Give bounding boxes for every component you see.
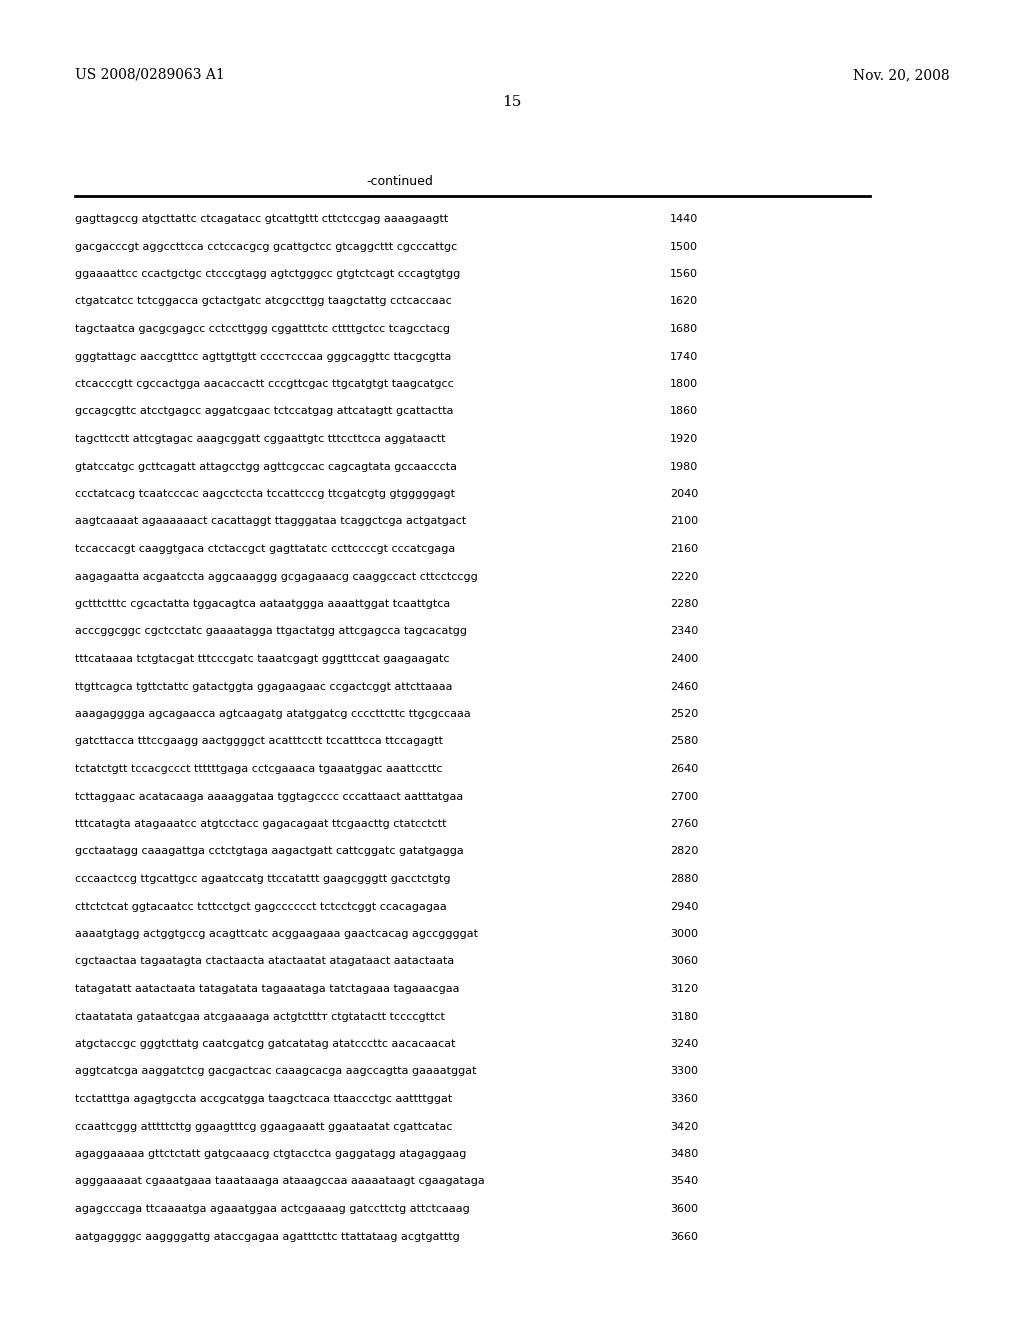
Text: -continued: -continued <box>367 176 433 187</box>
Text: 2520: 2520 <box>670 709 698 719</box>
Text: gacgacccgt aggccttcca cctccacgcg gcattgctcc gtcaggcttt cgcccattgc: gacgacccgt aggccttcca cctccacgcg gcattgc… <box>75 242 458 252</box>
Text: tcctatttga agagtgccta accgcatgga taagctcaca ttaaccctgc aattttggat: tcctatttga agagtgccta accgcatgga taagctc… <box>75 1094 453 1104</box>
Text: 3000: 3000 <box>670 929 698 939</box>
Text: 1860: 1860 <box>670 407 698 417</box>
Text: gccagcgttc atcctgagcc aggatcgaac tctccatgag attcatagtt gcattactta: gccagcgttc atcctgagcc aggatcgaac tctccat… <box>75 407 454 417</box>
Text: ccctatcacg tcaatcccac aagcctccta tccattcccg ttcgatcgtg gtgggggagt: ccctatcacg tcaatcccac aagcctccta tccattc… <box>75 488 455 499</box>
Text: Nov. 20, 2008: Nov. 20, 2008 <box>853 69 950 82</box>
Text: 3240: 3240 <box>670 1039 698 1049</box>
Text: gggtattagc aaccgtttcc agttgttgtt ccccтcccaa gggcaggttc ttacgcgtta: gggtattagc aaccgtttcc agttgttgtt ccccтcc… <box>75 351 452 362</box>
Text: 3300: 3300 <box>670 1067 698 1077</box>
Text: 3180: 3180 <box>670 1011 698 1022</box>
Text: 1680: 1680 <box>670 323 698 334</box>
Text: 2400: 2400 <box>670 653 698 664</box>
Text: gatcttacca tttccgaagg aactggggct acatttcctt tccatttcca ttccagagtt: gatcttacca tttccgaagg aactggggct acatttc… <box>75 737 443 747</box>
Text: tttcataaaa tctgtacgat tttcccgatc taaatcgagt gggtttccat gaagaagatc: tttcataaaa tctgtacgat tttcccgatc taaatcg… <box>75 653 450 664</box>
Text: 1500: 1500 <box>670 242 698 252</box>
Text: tccaccacgt caaggtgaca ctctaccgct gagttatatc ccttccccgt cccatcgaga: tccaccacgt caaggtgaca ctctaccgct gagttat… <box>75 544 456 554</box>
Text: tcttaggaac acatacaaga aaaaggataa tggtagcccc cccattaact aatttatgaa: tcttaggaac acatacaaga aaaaggataa tggtagc… <box>75 792 463 801</box>
Text: tagcttcctt attcgtagac aaagcggatt cggaattgtc tttccttcca aggataactt: tagcttcctt attcgtagac aaagcggatt cggaatt… <box>75 434 445 444</box>
Text: tttcatagta atagaaatcc atgtcctacc gagacagaat ttcgaacttg ctatcctctt: tttcatagta atagaaatcc atgtcctacc gagacag… <box>75 818 446 829</box>
Text: 1440: 1440 <box>670 214 698 224</box>
Text: ttgttcagca tgttctattc gatactggta ggagaagaac ccgactcggt attcttaaaa: ttgttcagca tgttctattc gatactggta ggagaag… <box>75 681 453 692</box>
Text: ggaaaattcc ccactgctgc ctcccgtagg agtctgggcc gtgtctcagt cccagtgtgg: ggaaaattcc ccactgctgc ctcccgtagg agtctgg… <box>75 269 460 279</box>
Text: tctatctgtt tccacgccct ttttttgaga cctcgaaaca tgaaatggac aaattccttc: tctatctgtt tccacgccct ttttttgaga cctcgaa… <box>75 764 442 774</box>
Text: gtatccatgc gcttcagatt attagcctgg agttcgccac cagcagtata gccaacccta: gtatccatgc gcttcagatt attagcctgg agttcgc… <box>75 462 457 471</box>
Text: aaaatgtagg actggtgccg acagttcatc acggaagaaa gaactcacag agccggggat: aaaatgtagg actggtgccg acagttcatc acggaag… <box>75 929 478 939</box>
Text: agaggaaaaa gttctctatt gatgcaaacg ctgtacctca gaggatagg atagaggaag: agaggaaaaa gttctctatt gatgcaaacg ctgtacc… <box>75 1148 466 1159</box>
Text: 2280: 2280 <box>670 599 698 609</box>
Text: 2580: 2580 <box>670 737 698 747</box>
Text: 1800: 1800 <box>670 379 698 389</box>
Text: aggtcatcga aaggatctcg gacgactcac caaagcacga aagccagtta gaaaatggat: aggtcatcga aaggatctcg gacgactcac caaagca… <box>75 1067 476 1077</box>
Text: 3540: 3540 <box>670 1176 698 1187</box>
Text: 2220: 2220 <box>670 572 698 582</box>
Text: cccaactccg ttgcattgcc agaatccatg ttccatattt gaagcgggtt gacctctgtg: cccaactccg ttgcattgcc agaatccatg ttccata… <box>75 874 451 884</box>
Text: 2940: 2940 <box>670 902 698 912</box>
Text: 1620: 1620 <box>670 297 698 306</box>
Text: aaagagggga agcagaacca agtcaagatg atatggatcg ccccttcttc ttgcgccaaa: aaagagggga agcagaacca agtcaagatg atatgga… <box>75 709 471 719</box>
Text: atgctaccgc gggtcttatg caatcgatcg gatcatatag atatcccttc aacacaacat: atgctaccgc gggtcttatg caatcgatcg gatcata… <box>75 1039 456 1049</box>
Text: 3600: 3600 <box>670 1204 698 1214</box>
Text: agggaaaaat cgaaatgaaa taaataaaga ataaagccaa aaaaataagt cgaagataga: agggaaaaat cgaaatgaaa taaataaaga ataaagc… <box>75 1176 484 1187</box>
Text: US 2008/0289063 A1: US 2008/0289063 A1 <box>75 69 224 82</box>
Text: 2460: 2460 <box>670 681 698 692</box>
Text: 3060: 3060 <box>670 957 698 966</box>
Text: 3660: 3660 <box>670 1232 698 1242</box>
Text: gagttagccg atgcttattc ctcagatacc gtcattgttt cttctccgag aaaagaagtt: gagttagccg atgcttattc ctcagatacc gtcattg… <box>75 214 449 224</box>
Text: 1560: 1560 <box>670 269 698 279</box>
Text: 2880: 2880 <box>670 874 698 884</box>
Text: gctttctttc cgcactatta tggacagtca aataatggga aaaattggat tcaattgtca: gctttctttc cgcactatta tggacagtca aataatg… <box>75 599 451 609</box>
Text: 3420: 3420 <box>670 1122 698 1131</box>
Text: aagagaatta acgaatccta aggcaaaggg gcgagaaacg caaggccact cttcctccgg: aagagaatta acgaatccta aggcaaaggg gcgagaa… <box>75 572 478 582</box>
Text: 2640: 2640 <box>670 764 698 774</box>
Text: 1740: 1740 <box>670 351 698 362</box>
Text: 1920: 1920 <box>670 434 698 444</box>
Text: 3480: 3480 <box>670 1148 698 1159</box>
Text: 3360: 3360 <box>670 1094 698 1104</box>
Text: tagctaatca gacgcgagcc cctccttggg cggatttctc cttttgctcc tcagcctacg: tagctaatca gacgcgagcc cctccttggg cggattt… <box>75 323 450 334</box>
Text: 2160: 2160 <box>670 544 698 554</box>
Text: 3120: 3120 <box>670 983 698 994</box>
Text: 2340: 2340 <box>670 627 698 636</box>
Text: gcctaatagg caaagattga cctctgtaga aagactgatt cattcggatc gatatgagga: gcctaatagg caaagattga cctctgtaga aagactg… <box>75 846 464 857</box>
Text: aagtcaaaat agaaaaaact cacattaggt ttagggataa tcaggctcga actgatgact: aagtcaaaat agaaaaaact cacattaggt ttaggga… <box>75 516 466 527</box>
Text: agagcccaga ttcaaaatga agaaatggaa actcgaaaag gatccttctg attctcaaag: agagcccaga ttcaaaatga agaaatggaa actcgaa… <box>75 1204 470 1214</box>
Text: 2040: 2040 <box>670 488 698 499</box>
Text: acccggcggc cgctcctatc gaaaatagga ttgactatgg attcgagcca tagcacatgg: acccggcggc cgctcctatc gaaaatagga ttgacta… <box>75 627 467 636</box>
Text: cgctaactaa tagaatagta ctactaacta atactaatat atagataact aatactaata: cgctaactaa tagaatagta ctactaacta atactaa… <box>75 957 455 966</box>
Text: 1980: 1980 <box>670 462 698 471</box>
Text: ctaatatata gataatcgaa atcgaaaaga actgtctttт ctgtatactt tccccgttct: ctaatatata gataatcgaa atcgaaaaga actgtct… <box>75 1011 444 1022</box>
Text: 2700: 2700 <box>670 792 698 801</box>
Text: ccaattcggg atttttcttg ggaagtttcg ggaagaaatt ggaataatat cgattcatac: ccaattcggg atttttcttg ggaagtttcg ggaagaa… <box>75 1122 453 1131</box>
Text: aatgaggggc aaggggattg ataccgagaa agatttcttc ttattataag acgtgatttg: aatgaggggc aaggggattg ataccgagaa agatttc… <box>75 1232 460 1242</box>
Text: tatagatatt aatactaata tatagatata tagaaataga tatctagaaa tagaaacgaa: tatagatatt aatactaata tatagatata tagaaat… <box>75 983 460 994</box>
Text: ctgatcatcc tctcggacca gctactgatc atcgccttgg taagctattg cctcaccaac: ctgatcatcc tctcggacca gctactgatc atcgcct… <box>75 297 452 306</box>
Text: cttctctcat ggtacaatcc tcttcctgct gagcccccct tctcctcggt ccacagagaa: cttctctcat ggtacaatcc tcttcctgct gagcccc… <box>75 902 446 912</box>
Text: 2820: 2820 <box>670 846 698 857</box>
Text: 2100: 2100 <box>670 516 698 527</box>
Text: 15: 15 <box>503 95 521 110</box>
Text: 2760: 2760 <box>670 818 698 829</box>
Text: ctcacccgtt cgccactgga aacaccactt cccgttcgac ttgcatgtgt taagcatgcc: ctcacccgtt cgccactgga aacaccactt cccgttc… <box>75 379 454 389</box>
